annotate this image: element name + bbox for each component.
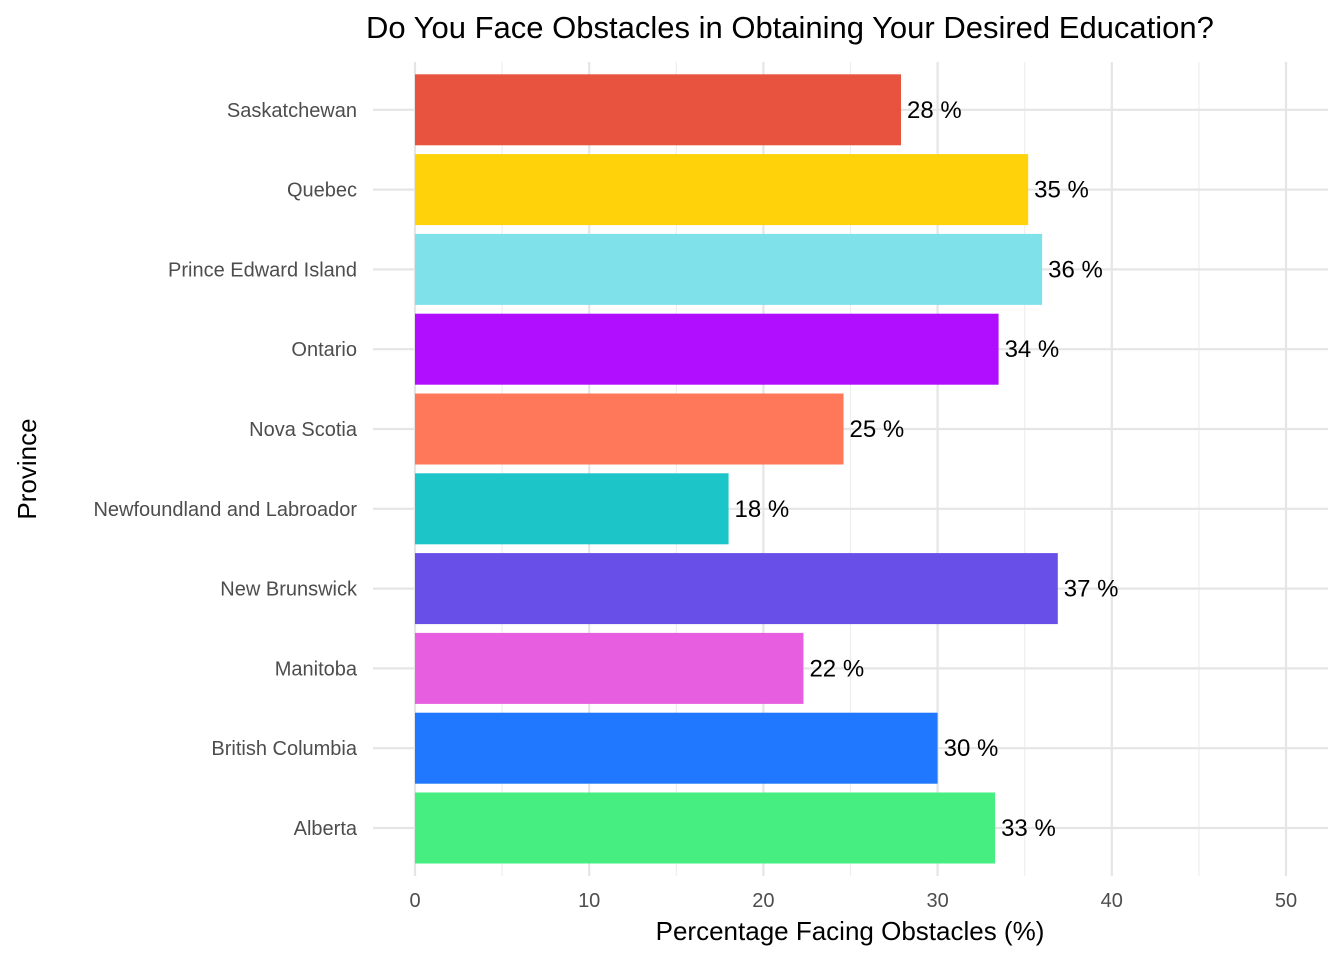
data-label: 35 % [1034, 177, 1089, 204]
x-tick-label: 10 [578, 890, 600, 912]
data-label: 28 % [907, 97, 962, 124]
bar-british-columbia [415, 712, 938, 784]
category-label: Prince Edward Island [168, 259, 357, 281]
data-label: 22 % [809, 655, 864, 682]
bar-alberta [415, 792, 996, 864]
x-axis-tick-labels: 0 10 20 30 40 50 [409, 890, 1297, 912]
bar-quebec [415, 154, 1029, 226]
category-label: Quebec [287, 180, 357, 202]
x-tick-label: 30 [926, 890, 948, 912]
x-axis-title: Percentage Facing Obstacles (%) [656, 916, 1045, 946]
category-label: British Columbia [211, 738, 357, 760]
category-label: Manitoba [275, 658, 358, 680]
bar-new-brunswick [415, 553, 1058, 625]
y-axis-title: Province [12, 418, 42, 519]
data-label: 34 % [1005, 336, 1060, 363]
category-label: Nova Scotia [249, 419, 358, 441]
data-label: 36 % [1048, 256, 1103, 283]
bar-manitoba [415, 632, 804, 704]
data-label: 37 % [1064, 576, 1119, 603]
data-labels: 33 % 30 % 22 % 37 % 18 % 25 % 34 % 36 % 35 % 28 % [735, 97, 1119, 842]
bar-saskatchewan [415, 74, 902, 146]
bar-nova-scotia [415, 393, 844, 465]
category-label: Newfoundland and Labroador [93, 499, 357, 521]
bar-ontario [415, 313, 999, 385]
category-label: New Brunswick [220, 579, 358, 601]
category-label: Alberta [294, 818, 358, 840]
x-tick-label: 0 [409, 890, 420, 912]
data-label: 18 % [735, 496, 790, 523]
data-label: 33 % [1001, 815, 1056, 842]
chart-title: Do You Face Obstacles in Obtaining Your … [366, 10, 1214, 45]
data-label: 25 % [850, 416, 905, 443]
category-label: Ontario [291, 339, 357, 361]
x-tick-label: 40 [1101, 890, 1123, 912]
y-axis-tick-labels: Alberta British Columbia Manitoba New Bruns… [93, 100, 358, 840]
x-tick-label: 50 [1275, 890, 1297, 912]
x-tick-label: 20 [752, 890, 774, 912]
data-label: 30 % [944, 735, 999, 762]
bar-prince-edward-island [415, 233, 1043, 305]
bars [415, 74, 1058, 864]
bar-newfoundland-and-labroador [415, 473, 729, 545]
category-label: Saskatchewan [227, 100, 357, 122]
